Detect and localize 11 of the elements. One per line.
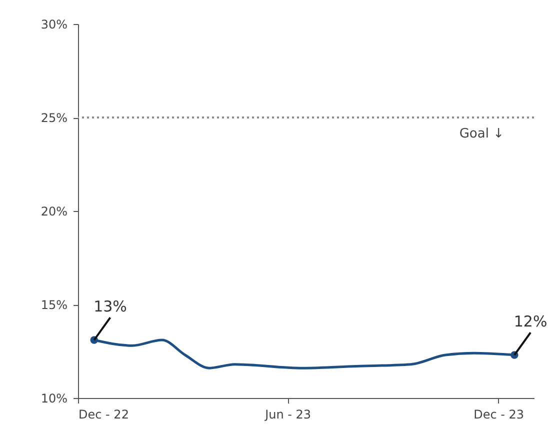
x-tick-label: Jun - 23 xyxy=(264,408,312,422)
y-tick-label: 25% xyxy=(40,111,68,125)
annotation: 13% xyxy=(94,298,127,316)
annotation: 12% xyxy=(514,312,548,331)
y-tick-label: 30% xyxy=(40,18,68,32)
x-tick-label: Dec - 22 xyxy=(78,408,129,422)
y-tick-label: 20% xyxy=(40,204,68,218)
x-tick-label: Dec - 23 xyxy=(474,408,524,422)
y-tick-label: 10% xyxy=(40,392,68,406)
y-tick-label: 15% xyxy=(40,298,68,312)
ref-line-label: Goal ↓ xyxy=(459,126,504,142)
